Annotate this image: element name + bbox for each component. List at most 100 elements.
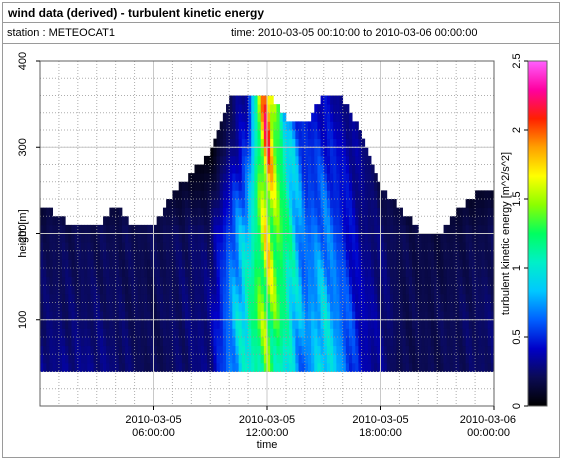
heat-cell: [65, 276, 69, 286]
heat-cell: [279, 199, 284, 209]
heat-cell: [185, 293, 189, 303]
heat-cell: [289, 155, 293, 165]
heat-cell: [87, 293, 91, 303]
y-tick-label: 300: [17, 138, 29, 156]
heat-cell: [301, 319, 306, 329]
heat-cell: [273, 190, 277, 200]
heat-cell: [156, 285, 161, 295]
heat-cell: [333, 302, 337, 312]
heat-cell: [188, 242, 192, 252]
heat-cell: [71, 319, 76, 329]
heat-cell: [40, 319, 44, 329]
heat-cell: [229, 337, 233, 347]
heat-cell: [191, 362, 195, 372]
heat-cell: [339, 130, 344, 140]
heat-cell: [292, 121, 296, 131]
heat-cell: [307, 362, 312, 372]
heat-cell: [380, 362, 385, 372]
heat-cell: [62, 337, 66, 347]
heat-cell: [260, 319, 265, 329]
heat-cell: [314, 224, 318, 234]
heat-cell: [456, 259, 460, 269]
heat-cell: [317, 112, 321, 122]
heat-cell: [162, 319, 167, 329]
heat-cell: [389, 224, 394, 234]
heat-cell: [162, 224, 167, 234]
heat-cell: [355, 173, 359, 183]
heat-cell: [235, 112, 240, 122]
heat-cell: [219, 121, 224, 131]
heat-cell: [178, 302, 183, 312]
heat-cell: [393, 285, 397, 295]
heat-cell: [267, 259, 271, 269]
heat-cell: [153, 268, 158, 278]
heat-cell: [103, 345, 107, 355]
heat-cell: [210, 362, 214, 372]
heat-cell: [162, 276, 167, 286]
heat-cell: [197, 224, 202, 234]
heat-cell: [241, 173, 246, 183]
heat-cell: [235, 216, 240, 226]
heat-cell: [128, 242, 132, 252]
heat-cell: [396, 224, 400, 234]
heat-cell: [216, 276, 221, 286]
heat-cell: [412, 345, 416, 355]
heat-cell: [364, 164, 369, 174]
heat-cell: [267, 362, 271, 372]
heat-cell: [279, 207, 284, 217]
heat-cell: [175, 354, 180, 364]
heat-cell: [412, 337, 416, 347]
heat-cell: [226, 345, 230, 355]
heat-cell: [487, 224, 492, 234]
heat-cell: [307, 173, 312, 183]
heat-cell: [131, 337, 135, 347]
heat-cell: [121, 224, 126, 234]
heat-cell: [279, 224, 284, 234]
heat-cell: [254, 276, 258, 286]
heat-cell: [178, 216, 183, 226]
heat-cell: [244, 155, 249, 165]
heat-cell: [203, 362, 208, 372]
heat-cell: [276, 250, 281, 260]
heat-cell: [68, 233, 72, 243]
heat-cell: [241, 130, 246, 140]
heat-cell: [484, 224, 489, 234]
heat-cell: [304, 293, 309, 303]
heat-cell: [106, 276, 110, 286]
heat-cell: [383, 276, 388, 286]
heat-cell: [203, 216, 208, 226]
heat-cell: [106, 354, 110, 364]
heat-cell: [229, 95, 233, 105]
heat-cell: [389, 259, 394, 269]
heat-cell: [421, 268, 426, 278]
heat-cell: [424, 337, 429, 347]
heat-cell: [229, 121, 233, 131]
heat-cell: [418, 250, 422, 260]
heat-cell: [440, 250, 444, 260]
heat-cell: [314, 328, 318, 338]
heat-cell: [46, 250, 50, 260]
heat-cell: [106, 345, 110, 355]
heat-cell: [298, 155, 303, 165]
heat-cell: [162, 268, 167, 278]
heat-cell: [254, 285, 258, 295]
heat-cell: [96, 354, 101, 364]
heat-cell: [304, 207, 309, 217]
heat-cell: [361, 268, 366, 278]
heat-cell: [169, 224, 173, 234]
heat-cell: [345, 319, 350, 329]
heat-cell: [437, 259, 441, 269]
heat-cell: [456, 354, 460, 364]
heat-cell: [317, 311, 321, 321]
heat-cell: [226, 233, 230, 243]
heat-cell: [320, 121, 325, 131]
heat-cell: [298, 268, 303, 278]
heat-cell: [279, 276, 284, 286]
heat-cell: [241, 250, 246, 260]
heat-cell: [188, 337, 192, 347]
heat-cell: [62, 268, 66, 278]
heat-cell: [282, 362, 287, 372]
heat-cell: [481, 242, 485, 252]
heat-cell: [112, 319, 117, 329]
heat-cell: [358, 293, 362, 303]
